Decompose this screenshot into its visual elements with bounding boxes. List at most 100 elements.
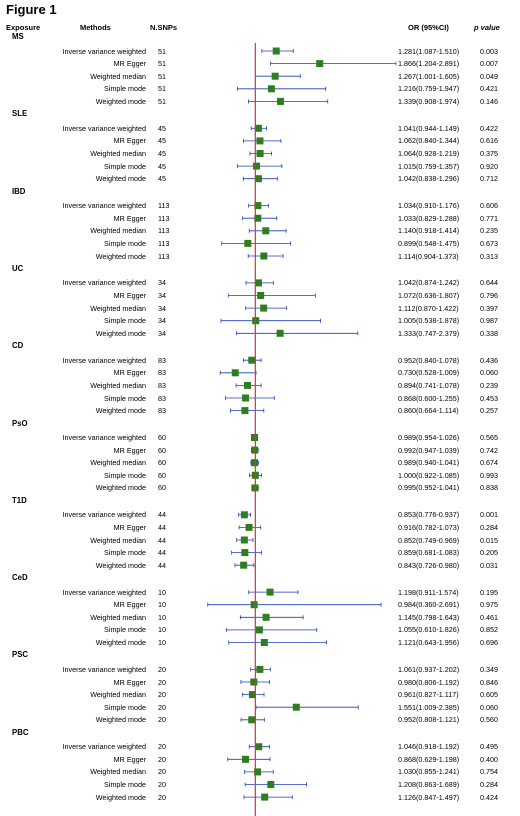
nsnps-value: 44	[158, 535, 166, 545]
method-label: MR Egger	[113, 522, 146, 532]
exposure-label: CD	[12, 341, 24, 351]
nsnps-value: 83	[158, 393, 166, 403]
p-value: 0.422	[480, 123, 498, 133]
or-ci-text: 0.961(0.827-1.117)	[398, 690, 459, 700]
point-estimate	[267, 781, 275, 788]
nsnps-value: 60	[158, 445, 166, 455]
method-label: Simple mode	[104, 161, 146, 171]
header-p-value: p value	[474, 23, 500, 32]
p-value: 0.606	[480, 201, 498, 211]
header-exposure: Exposure	[6, 23, 41, 32]
nsnps-value: 45	[158, 136, 166, 146]
method-label: Weighted mode	[95, 715, 146, 725]
or-ci-text: 1.267(1.001-1.605)	[398, 71, 460, 81]
nsnps-value: 45	[158, 149, 166, 158]
or-ci-text: 0.989(0.940-1.041)	[398, 458, 460, 468]
or-ci-text: 0.894(0.741-1.078)	[398, 380, 460, 390]
header-or: OR (95%CI)	[408, 23, 449, 32]
nsnps-value: 60	[158, 458, 166, 468]
or-ci-text: 1.062(0.840-1.344)	[398, 136, 460, 146]
point-estimate	[256, 665, 264, 673]
method-label: Simple mode	[104, 780, 146, 789]
nsnps-value: 113	[158, 201, 170, 211]
or-ci-text: 0.730(0.528-1.009)	[398, 368, 460, 378]
exposure-label: UC	[12, 263, 24, 273]
nsnps-value: 113	[158, 238, 170, 248]
method-label: Simple mode	[104, 393, 146, 403]
method-label: Inverse variance weighted	[62, 201, 146, 211]
p-value: 0.560	[480, 715, 498, 725]
method-label: Inverse variance weighted	[62, 664, 146, 674]
point-estimate	[260, 304, 268, 312]
point-estimate	[256, 150, 264, 157]
p-value: 0.060	[480, 368, 498, 378]
p-value: 0.742	[480, 445, 498, 455]
point-estimate	[262, 613, 270, 621]
or-ci-text: 0.916(0.782-1.073)	[398, 522, 460, 532]
point-estimate	[272, 47, 280, 55]
or-ci-text: 1.208(0.863-1.689)	[398, 780, 460, 789]
method-label: Weighted median	[90, 226, 146, 236]
p-value: 0.284	[480, 780, 498, 789]
or-ci-text: 0.984(0.360-2.691)	[398, 600, 460, 610]
exposure-label: PSC	[12, 650, 29, 660]
or-ci-text: 1.333(0.747-2.379)	[398, 328, 460, 338]
method-label: Inverse variance weighted	[62, 123, 146, 133]
nsnps-value: 113	[158, 251, 170, 261]
or-ci-text: 1.033(0.829-1.288)	[398, 213, 460, 223]
p-value: 0.495	[480, 742, 498, 752]
or-ci-text: 0.952(0.808-1.121)	[398, 715, 460, 725]
or-ci-text: 0.868(0.629-1.198)	[398, 754, 460, 764]
p-value: 0.257	[480, 406, 498, 416]
p-value: 0.031	[480, 560, 498, 570]
point-estimate	[266, 588, 274, 596]
p-value: 0.993	[480, 470, 498, 480]
method-label: MR Egger	[113, 600, 146, 610]
point-estimate	[254, 202, 262, 210]
nsnps-value: 10	[158, 638, 166, 647]
or-ci-text: 0.860(0.664-1.114)	[398, 406, 459, 416]
point-estimate	[276, 329, 284, 337]
method-label: Inverse variance weighted	[62, 742, 146, 752]
method-label: Inverse variance weighted	[62, 46, 146, 56]
p-value: 0.400	[480, 754, 498, 764]
point-estimate	[250, 601, 258, 609]
method-label: Simple mode	[104, 238, 146, 248]
method-label: Weighted median	[90, 303, 146, 313]
nsnps-value: 44	[158, 548, 166, 558]
nsnps-value: 20	[158, 664, 166, 674]
or-ci-text: 1.000(0.922-1.085)	[398, 470, 460, 480]
p-value: 0.436	[480, 355, 498, 365]
method-label: Weighted mode	[95, 483, 146, 493]
method-label: Weighted median	[90, 380, 146, 390]
p-value: 0.049	[480, 71, 498, 81]
p-value: 0.674	[480, 458, 498, 468]
p-value: 0.673	[480, 238, 498, 248]
nsnps-value: 51	[158, 46, 166, 56]
point-estimate	[240, 511, 248, 519]
nsnps-value: 20	[158, 715, 166, 725]
nsnps-value: 45	[158, 123, 166, 133]
nsnps-value: 45	[158, 174, 166, 184]
nsnps-value: 45	[158, 161, 166, 171]
point-estimate	[261, 793, 269, 801]
exposure-label: CeD	[12, 573, 28, 583]
method-label: Inverse variance weighted	[62, 587, 146, 597]
nsnps-value: 60	[158, 483, 166, 493]
point-estimate	[242, 394, 250, 402]
or-ci-text: 1.140(0.918-1.414)	[398, 226, 460, 236]
p-value: 0.424	[480, 792, 498, 802]
exposure-label: MS	[12, 32, 24, 41]
nsnps-value: 10	[158, 625, 166, 635]
p-value: 0.421	[480, 84, 498, 94]
p-value: 0.338	[480, 328, 498, 338]
p-value: 0.349	[480, 664, 498, 674]
p-value: 0.975	[480, 600, 498, 610]
exposure-label: PBC	[12, 727, 29, 737]
method-label: MR Egger	[113, 445, 146, 455]
p-value: 0.313	[480, 251, 498, 261]
method-label: MR Egger	[113, 677, 146, 687]
p-value: 0.987	[480, 316, 498, 326]
nsnps-value: 83	[158, 368, 166, 378]
